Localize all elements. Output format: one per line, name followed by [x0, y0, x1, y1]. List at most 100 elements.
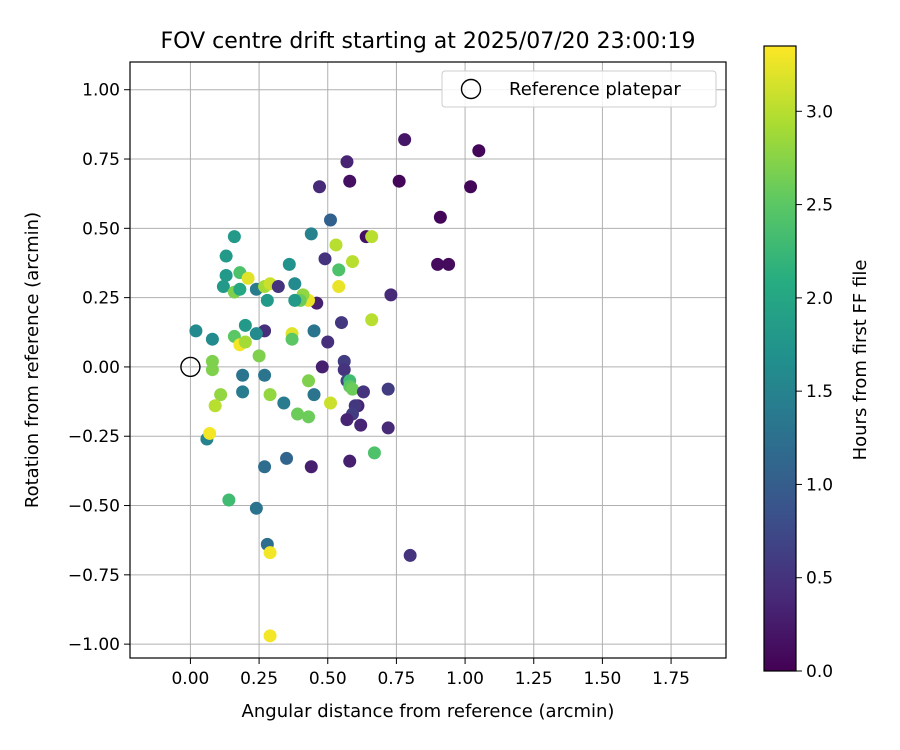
y-tick-label: 0.25 — [82, 289, 120, 309]
colorbar-tick-label: 1.0 — [806, 475, 833, 495]
data-point — [304, 460, 318, 474]
data-point — [354, 418, 368, 432]
data-point — [332, 263, 346, 277]
y-tick-label: −0.50 — [68, 497, 120, 517]
data-point — [236, 385, 250, 399]
data-point — [291, 407, 305, 421]
data-point — [288, 293, 302, 307]
data-point — [271, 280, 285, 294]
x-axis-label: Angular distance from reference (arcmin) — [242, 701, 615, 722]
data-point — [302, 410, 316, 424]
colorbar-tick-label: 0.5 — [806, 569, 833, 589]
x-tick-label: 0.75 — [377, 669, 415, 689]
data-point — [249, 501, 263, 515]
y-tick-label: −1.00 — [68, 635, 120, 655]
data-point — [222, 493, 236, 507]
data-point — [263, 629, 277, 643]
y-axis-ticks: −1.00 −0.75 −0.50 −0.25 0.00 0.25 0.50 0.75 1.00 — [68, 81, 130, 655]
data-point — [263, 546, 277, 560]
data-point — [365, 230, 379, 244]
data-point — [323, 213, 337, 227]
data-point — [219, 249, 233, 263]
y-tick-label: −0.25 — [68, 427, 120, 447]
data-point — [472, 144, 486, 158]
y-tick-label: 0.50 — [82, 219, 120, 239]
data-point — [464, 180, 478, 194]
data-point — [238, 318, 252, 332]
x-tick-label: 1.50 — [583, 669, 621, 689]
data-point — [263, 388, 277, 402]
x-tick-label: 1.00 — [446, 669, 484, 689]
colorbar-tick-label: 2.5 — [806, 196, 833, 216]
data-point — [236, 368, 250, 382]
data-point — [249, 327, 263, 341]
data-point — [203, 426, 217, 440]
data-point — [318, 252, 332, 266]
x-axis-ticks: 0.00 0.25 0.50 0.75 1.00 1.25 1.50 1.75 — [171, 658, 690, 689]
data-point — [337, 363, 351, 377]
data-point — [189, 324, 203, 338]
data-point — [307, 388, 321, 402]
x-tick-label: 0.00 — [171, 669, 209, 689]
data-point — [208, 399, 222, 413]
data-points — [189, 133, 486, 643]
data-point — [280, 451, 294, 465]
data-point — [260, 293, 274, 307]
data-point — [216, 280, 230, 294]
data-point — [356, 385, 370, 399]
data-point — [302, 374, 316, 388]
data-point — [398, 133, 412, 147]
data-point — [340, 155, 354, 169]
colorbar-label: Hours from first FF file — [850, 260, 871, 461]
data-point — [219, 268, 233, 282]
colorbar: 0.0 0.5 1.0 1.5 2.0 2.5 3.0 Hours from first F… — [763, 45, 871, 682]
data-point — [258, 368, 272, 382]
x-tick-label: 0.25 — [240, 669, 278, 689]
data-point — [321, 335, 335, 349]
data-point — [288, 277, 302, 291]
x-tick-label: 1.25 — [515, 669, 553, 689]
y-tick-label: 1.00 — [82, 81, 120, 101]
data-point — [214, 388, 228, 402]
legend: Reference platepar — [441, 70, 717, 108]
data-point — [332, 280, 346, 294]
data-point — [277, 396, 291, 410]
grid-lines — [130, 62, 726, 658]
data-point — [381, 421, 395, 435]
legend-box — [441, 70, 717, 108]
data-point — [227, 230, 241, 244]
data-point — [345, 382, 359, 396]
data-point — [367, 446, 381, 460]
colorbar-tick-label: 3.0 — [806, 102, 833, 122]
legend-label: Reference platepar — [509, 79, 681, 100]
data-point — [205, 332, 219, 346]
data-point — [323, 396, 337, 410]
data-point — [233, 282, 247, 296]
data-point — [334, 316, 348, 330]
data-point — [238, 335, 252, 349]
data-point — [282, 257, 296, 271]
plot-frame — [129, 61, 727, 659]
legend-open-circle-icon — [460, 78, 482, 100]
x-tick-label: 1.75 — [652, 669, 690, 689]
colorbar-tick-label: 0.0 — [806, 662, 833, 682]
data-point — [313, 180, 327, 194]
data-point — [252, 349, 266, 363]
reference-platepar-marker — [180, 356, 201, 378]
data-point — [381, 382, 395, 396]
data-point — [343, 454, 357, 468]
data-point — [241, 271, 255, 285]
data-point — [433, 210, 447, 224]
y-axis-label: Rotation from reference (arcmin) — [22, 212, 43, 508]
data-point — [285, 332, 299, 346]
data-point — [345, 255, 359, 269]
colorbar-gradient — [763, 45, 797, 672]
data-point — [343, 174, 357, 188]
data-point — [258, 460, 272, 474]
data-point — [365, 313, 379, 327]
colorbar-ticks: 0.0 0.5 1.0 1.5 2.0 2.5 3.0 — [796, 102, 833, 682]
data-point — [431, 257, 445, 271]
data-point — [340, 413, 354, 427]
data-point — [304, 227, 318, 241]
